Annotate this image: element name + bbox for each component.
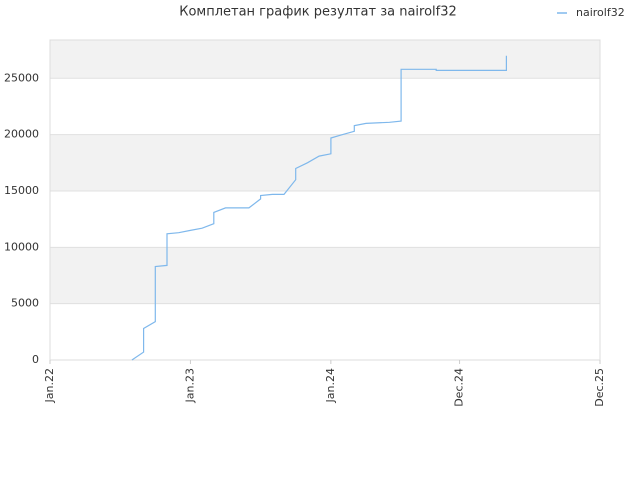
grid-band [50,247,600,304]
x-tick-label: Dec.25 [593,368,606,407]
y-tick-label: 5000 [11,297,39,310]
legend-label: nairolf32 [576,6,625,19]
plot-frame [49,39,601,361]
x-tick-label: Jan.23 [183,368,196,403]
chart-title: Комплетан график резултат за nairolf32 [179,5,457,20]
y-tick-label: 20000 [4,128,39,141]
x-tick-label: Dec.24 [453,368,466,407]
grid-band [50,40,600,79]
y-tick-label: 15000 [4,184,39,197]
x-tick-label: Jan.22 [43,368,56,403]
y-tick-label: 25000 [4,71,39,84]
x-tick-label: Jan.24 [324,368,337,403]
grid-band [50,134,600,191]
data-line [131,55,507,361]
y-tick-label: 10000 [4,240,39,253]
y-tick-label: 0 [32,353,39,366]
